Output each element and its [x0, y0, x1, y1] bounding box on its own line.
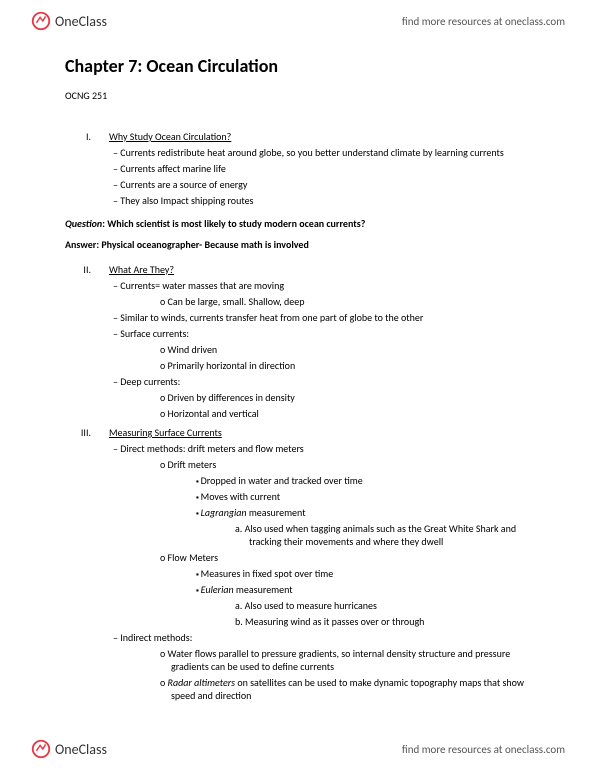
sub-bullet: Horizontal and vertical [157, 407, 535, 420]
sub-bullet: Flow Meters [157, 551, 535, 564]
sq-bullet: Moves with current [193, 490, 535, 503]
bullet: They also Impact shipping routes [109, 194, 535, 207]
brand-name: OneClass [55, 13, 107, 30]
bullet: Deep currents: [109, 375, 535, 388]
sub-bullet: Wind driven [157, 343, 535, 356]
sub-bullet: Can be large, small. Shallow, deep [157, 295, 535, 308]
sq-bullet: Lagrangian measurement [193, 506, 535, 519]
section-3: III. Measuring Surface Currents [65, 426, 535, 439]
letter-bullet: b. Measuring wind as it passes over or t… [233, 615, 535, 628]
bullet: Currents redistribute heat around globe,… [109, 146, 535, 159]
italic-term: Lagrangian [201, 506, 247, 519]
letter-bullet: a. Also used to measure hurricanes [233, 599, 535, 612]
header-tagline: find more resources at oneclass.com [402, 15, 565, 28]
italic-term: Eulerian [201, 583, 234, 596]
question-text: : Which scientist is most likely to stud… [102, 217, 365, 230]
bullet: Surface currents: [109, 327, 535, 340]
bullet: Similar to winds, currents transfer heat… [109, 311, 535, 324]
bullet: Direct methods: drift meters and flow me… [109, 442, 535, 455]
roman-2: II. [65, 263, 109, 276]
brand-name: OneClass [55, 741, 107, 758]
section-2: II. What Are They? [65, 263, 535, 276]
course-code: OCNG 251 [65, 89, 535, 102]
section-2-title: What Are They? [109, 263, 174, 276]
roman-3: III. [65, 426, 109, 439]
sq-bullet: Measures in fixed spot over time [193, 567, 535, 580]
bullet: Currents affect marine life [109, 162, 535, 175]
logo: OneClass [30, 738, 107, 760]
page-title: Chapter 7: Ocean Circulation [65, 55, 535, 77]
text: measurement [234, 583, 293, 596]
bullet: Currents are a source of energy [109, 178, 535, 191]
section-1-title: Why Study Ocean Circulation? [109, 130, 231, 143]
question-label: Question [65, 217, 102, 230]
footer-tagline: find more resources at oneclass.com [402, 743, 565, 756]
letter-bullet: a. Also used when tagging animals such a… [233, 522, 535, 548]
sq-bullet: Dropped in water and tracked over time [193, 474, 535, 487]
italic-term: Radar altimeters [168, 676, 236, 689]
footer: OneClass find more resources at oneclass… [0, 728, 595, 770]
document-body: Chapter 7: Ocean Circulation OCNG 251 I.… [65, 55, 535, 725]
sub-bullet: Drift meters [157, 458, 535, 471]
logo-icon [30, 10, 52, 32]
sq-bullet: Eulerian measurement [193, 583, 535, 596]
roman-1: I. [65, 130, 109, 143]
sub-bullet: Primarily horizontal in direction [157, 359, 535, 372]
bullet: Currents= water masses that are moving [109, 279, 535, 292]
answer-text: Answer: Physical oceanographer- Because … [65, 238, 535, 251]
bullet: Indirect methods: [109, 631, 535, 644]
logo-icon [30, 738, 52, 760]
sub-bullet: Water flows parallel to pressure gradien… [157, 647, 535, 673]
section-3-title: Measuring Surface Currents [109, 426, 222, 439]
sub-bullet: Radar altimeters on satellites can be us… [157, 676, 535, 702]
logo: OneClass [30, 10, 107, 32]
text: measurement [247, 506, 306, 519]
section-1: I. Why Study Ocean Circulation? [65, 130, 535, 143]
question-block: Question: Which scientist is most likely… [65, 217, 535, 230]
header: OneClass find more resources at oneclass… [0, 0, 595, 42]
sub-bullet: Driven by differences in density [157, 391, 535, 404]
